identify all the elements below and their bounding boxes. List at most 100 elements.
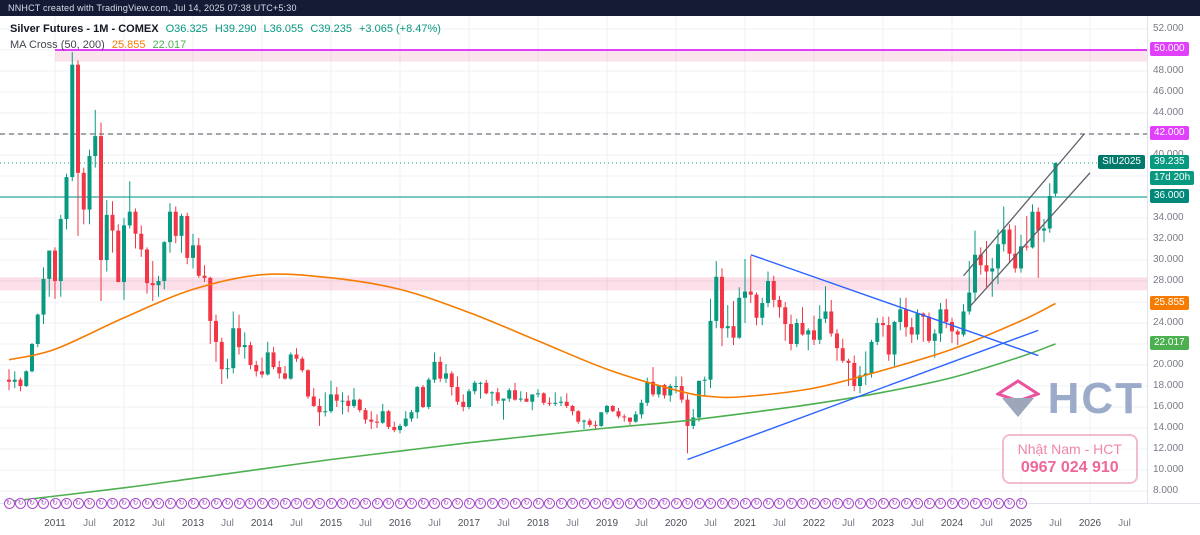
event-marker-icon[interactable]: ↻ — [291, 498, 302, 509]
event-marker-icon[interactable]: ↻ — [923, 498, 935, 509]
event-marker-icon[interactable]: ↻ — [153, 498, 164, 509]
event-marker-icon[interactable]: ↻ — [337, 498, 348, 509]
event-marker-icon[interactable]: ↻ — [567, 498, 578, 509]
event-marker-icon[interactable]: ↻ — [15, 498, 26, 509]
event-marker-icon[interactable]: ↻ — [84, 498, 95, 509]
event-marker-icon[interactable]: ↻ — [1004, 498, 1015, 509]
event-marker-icon[interactable]: ↻ — [808, 498, 820, 509]
event-marker-icon[interactable]: ↻ — [440, 498, 452, 509]
event-marker-icon[interactable]: ↻ — [475, 498, 486, 509]
event-marker-icon[interactable]: ↻ — [601, 498, 613, 509]
event-marker-icon[interactable]: ↻ — [210, 498, 222, 509]
event-marker-icon[interactable]: ↻ — [969, 498, 981, 509]
event-marker-icon[interactable]: ↻ — [245, 498, 256, 509]
event-marker-icon[interactable]: ↻ — [452, 498, 463, 509]
event-marker-icon[interactable]: ↻ — [268, 498, 279, 509]
event-marker-icon[interactable]: ↻ — [762, 498, 774, 509]
event-marker-icon[interactable]: ↻ — [705, 498, 716, 509]
event-marker-icon[interactable]: ↻ — [164, 498, 176, 509]
event-marker-icon[interactable]: ↻ — [360, 498, 371, 509]
event-marker-icon[interactable]: ↻ — [256, 498, 268, 509]
event-marker-icon[interactable]: ↻ — [854, 498, 866, 509]
event-marker-icon[interactable]: ↻ — [429, 498, 440, 509]
indicator-title[interactable]: MA Cross (50, 200) — [10, 39, 105, 51]
event-marker-icon[interactable]: ↻ — [659, 498, 670, 509]
event-marker-icon[interactable]: ↻ — [946, 498, 958, 509]
event-marker-icon[interactable]: ↻ — [521, 498, 532, 509]
event-marker-icon[interactable]: ↻ — [716, 498, 728, 509]
event-marker-icon[interactable]: ↻ — [831, 498, 843, 509]
event-marker-icon[interactable]: ↻ — [406, 498, 417, 509]
event-marker-icon[interactable]: ↻ — [509, 498, 521, 509]
event-marker-icon[interactable]: ↻ — [613, 498, 624, 509]
event-marker-icon[interactable]: ↻ — [636, 498, 647, 509]
event-marker-icon[interactable]: ↻ — [900, 498, 912, 509]
event-marker-icon[interactable]: ↻ — [314, 498, 325, 509]
event-marker-icon[interactable]: ↻ — [95, 498, 107, 509]
event-marker-icon[interactable]: ↻ — [61, 498, 72, 509]
event-marker-icon[interactable]: ↻ — [371, 498, 383, 509]
event-marker-icon[interactable]: ↻ — [199, 498, 210, 509]
event-marker-icon[interactable]: ↻ — [118, 498, 130, 509]
event-marker-icon[interactable]: ↻ — [578, 498, 590, 509]
event-marker-icon[interactable]: ↻ — [325, 498, 337, 509]
event-marker-icon[interactable]: ↻ — [774, 498, 785, 509]
event-marker-icon[interactable]: ↻ — [417, 498, 429, 509]
event-marker-icon[interactable]: ↻ — [72, 498, 84, 509]
event-marker-icon[interactable]: ↻ — [107, 498, 118, 509]
event-marker-icon[interactable]: ↻ — [187, 498, 199, 509]
time-tick: 2020 — [664, 518, 688, 529]
time-tick: Jul — [773, 518, 786, 529]
event-marker-icon[interactable]: ↻ — [797, 498, 808, 509]
event-marker-icon[interactable]: ↻ — [682, 498, 693, 509]
event-marker-icon[interactable]: ↻ — [26, 498, 38, 509]
event-marker-icon[interactable]: ↻ — [739, 498, 751, 509]
event-marker-icon[interactable]: ↻ — [693, 498, 705, 509]
event-marker-icon[interactable]: ↻ — [486, 498, 498, 509]
event-marker-icon[interactable]: ↻ — [222, 498, 233, 509]
event-marker-icon[interactable]: ↻ — [866, 498, 877, 509]
event-marker-icon[interactable]: ↻ — [233, 498, 245, 509]
event-marker-icon[interactable]: ↻ — [624, 498, 636, 509]
event-marker-icon[interactable]: ↻ — [49, 498, 61, 509]
event-marker-icon[interactable]: ↻ — [751, 498, 762, 509]
event-marker-icon[interactable]: ↻ — [176, 498, 187, 509]
chart-area[interactable]: Silver Futures - 1M - COMEX O36.325 H39.… — [0, 16, 1200, 535]
event-marker-icon[interactable]: ↻ — [383, 498, 394, 509]
event-marker-icon[interactable]: ↻ — [785, 498, 797, 509]
event-marker-icon[interactable]: ↻ — [348, 498, 360, 509]
event-marker-icon[interactable]: ↻ — [463, 498, 475, 509]
event-marker-icon[interactable]: ↻ — [38, 498, 49, 509]
price-scale[interactable]: 8.000 10.000 12.000 14.000 16.000 18.000 20.00… — [1147, 16, 1200, 503]
event-marker-icon[interactable]: ↻ — [302, 498, 314, 509]
candlestick-plot[interactable] — [0, 16, 1200, 535]
event-marker-icon[interactable]: ↻ — [544, 498, 555, 509]
event-marker-icon[interactable]: ↻ — [877, 498, 889, 509]
symbol-title[interactable]: Silver Futures - 1M - COMEX — [10, 23, 159, 35]
event-marker-icon[interactable]: ↻ — [279, 498, 291, 509]
event-marker-icon[interactable]: ↻ — [394, 498, 406, 509]
event-marker-icon[interactable]: ↻ — [498, 498, 509, 509]
brand-row: HCT — [995, 374, 1144, 424]
event-marker-icon[interactable]: ↻ — [141, 498, 153, 509]
price-tick: 12.000 — [1153, 443, 1184, 454]
event-marker-icon[interactable]: ↻ — [590, 498, 601, 509]
event-marker-icon[interactable]: ↻ — [130, 498, 141, 509]
event-marker-icon[interactable]: ↻ — [889, 498, 900, 509]
event-marker-icon[interactable]: ↻ — [935, 498, 946, 509]
event-marker-icon[interactable]: ↻ — [981, 498, 992, 509]
event-marker-icon[interactable]: ↻ — [647, 498, 659, 509]
event-marker-icon[interactable]: ↻ — [820, 498, 831, 509]
event-marker-icon[interactable]: ↻ — [992, 498, 1004, 509]
event-marker-icon[interactable]: ↻ — [912, 498, 923, 509]
event-marker-icon[interactable]: ↻ — [1015, 498, 1027, 509]
price-tick: 10.000 — [1153, 464, 1184, 475]
event-marker-icon[interactable]: ↻ — [728, 498, 739, 509]
event-marker-icon[interactable]: ↻ — [958, 498, 969, 509]
event-marker-icon[interactable]: ↻ — [843, 498, 854, 509]
price-tick: 20.000 — [1153, 359, 1184, 370]
event-marker-icon[interactable]: ↻ — [532, 498, 544, 509]
event-marker-icon[interactable]: ↻ — [555, 498, 567, 509]
event-marker-icon[interactable]: ↻ — [3, 498, 15, 509]
event-marker-icon[interactable]: ↻ — [670, 498, 682, 509]
